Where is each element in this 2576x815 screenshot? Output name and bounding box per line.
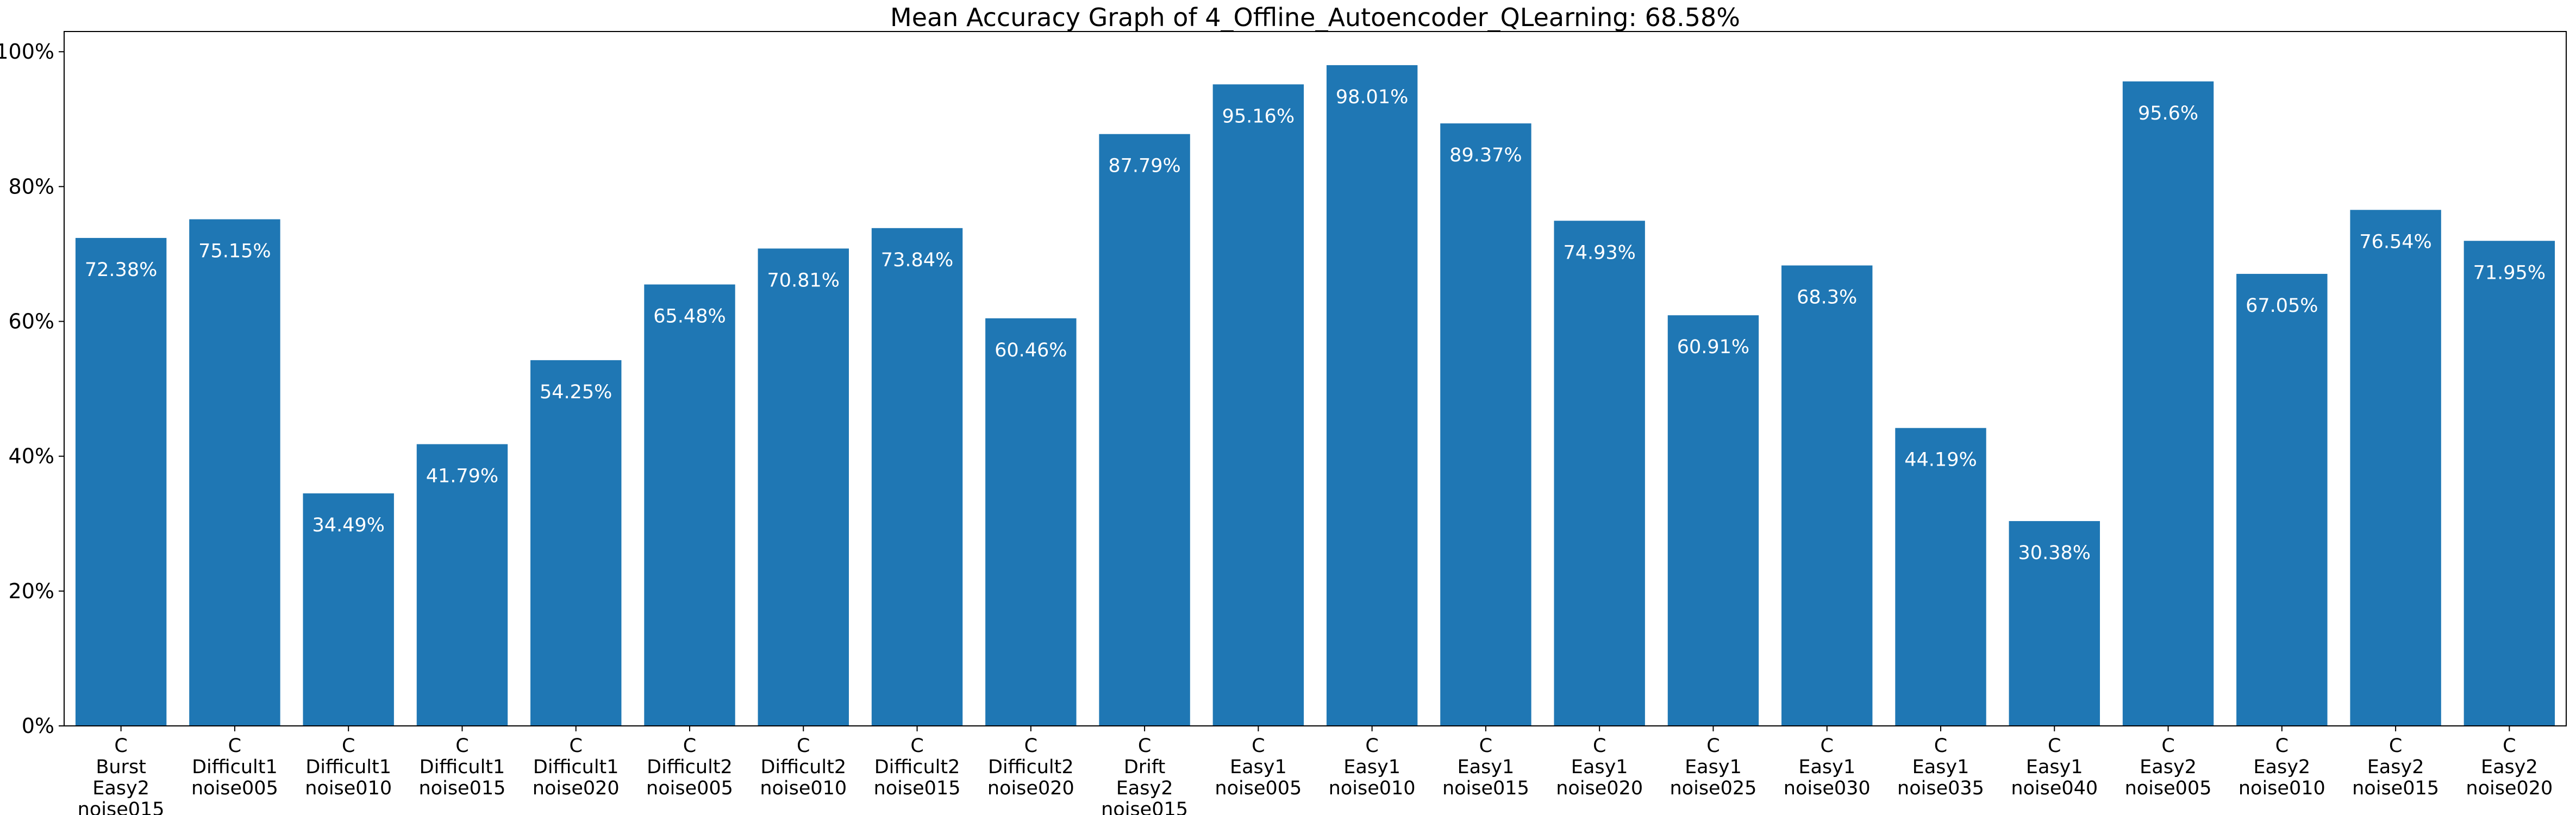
bar — [189, 219, 280, 726]
data-label: 44.19% — [1904, 449, 1977, 471]
bar — [1895, 428, 1986, 726]
x-tick-label: C Difficult2 noise015 — [874, 735, 961, 799]
x-tick-label: C Easy1 noise015 — [1442, 735, 1529, 799]
x-tick-label: C Drift Easy2 noise015 — [1101, 735, 1188, 815]
x-tick-label: C Easy2 noise015 — [2352, 735, 2439, 799]
x-tick-label: C Difficult1 noise005 — [191, 735, 278, 799]
data-label: 41.79% — [426, 465, 498, 487]
y-tick-label: 20% — [9, 579, 54, 603]
bar — [985, 318, 1077, 726]
chart-title: Mean Accuracy Graph of 4_Offline_Autoenc… — [890, 3, 1740, 32]
bar — [530, 360, 622, 726]
bar — [1667, 315, 1759, 726]
bars-layer — [75, 65, 2555, 726]
bar — [2464, 241, 2555, 726]
x-tick-label: C Easy1 noise020 — [1556, 735, 1643, 799]
data-label: 95.16% — [1222, 105, 1295, 127]
bar — [1440, 123, 1531, 726]
data-label: 98.01% — [1336, 86, 1408, 108]
x-tick-label: C Easy1 noise040 — [2011, 735, 2098, 799]
y-tick-label: 0% — [22, 714, 54, 738]
data-label: 65.48% — [653, 306, 726, 328]
x-tick-label: C Easy1 noise025 — [1670, 735, 1757, 799]
bar — [644, 284, 735, 726]
bar — [758, 248, 849, 726]
data-labels-layer: 72.38% 75.15% 34.49% 41.79% 54.25% 65.48% 70.8… — [85, 86, 2546, 564]
x-tick-label: C Difficult1 noise010 — [305, 735, 392, 799]
x-tick-label: C Difficult2 noise005 — [646, 735, 733, 799]
bar — [1554, 221, 1645, 726]
data-label: 76.54% — [2359, 231, 2431, 253]
bar — [2350, 210, 2441, 726]
data-label: 30.38% — [2018, 542, 2091, 564]
y-axis: 0% 20% 40% 60% 80% 100% — [0, 40, 64, 738]
data-label: 60.46% — [995, 340, 1067, 361]
x-tick-label: C Difficult1 noise015 — [419, 735, 506, 799]
bar — [1099, 134, 1190, 726]
x-tick-label: C Difficult2 noise010 — [760, 735, 847, 799]
x-tick-label: C Easy1 noise010 — [1329, 735, 1416, 799]
data-label: 75.15% — [198, 241, 271, 262]
data-label: 60.91% — [1677, 336, 1749, 358]
data-label: 54.25% — [540, 381, 612, 403]
data-label: 72.38% — [85, 259, 157, 281]
data-label: 87.79% — [1108, 155, 1180, 177]
data-label: 67.05% — [2246, 295, 2318, 317]
x-tick-label: C Easy1 noise005 — [1215, 735, 1302, 799]
y-tick-label: 100% — [0, 40, 54, 64]
data-label: 73.84% — [881, 249, 953, 271]
data-label: 95.6% — [2138, 103, 2198, 124]
bar — [2009, 521, 2100, 726]
data-label: 68.3% — [1797, 287, 1857, 309]
bar — [2122, 81, 2214, 726]
x-tick-label: C Easy2 noise010 — [2239, 735, 2325, 799]
data-label: 89.37% — [1449, 145, 1522, 166]
x-tick-label: C Easy1 noise030 — [1784, 735, 1871, 799]
x-tick-label: C Easy2 noise020 — [2466, 735, 2553, 799]
bar — [871, 228, 963, 726]
x-tick-label: C Difficult1 noise020 — [533, 735, 620, 799]
data-label: 74.93% — [1563, 242, 1635, 264]
y-tick-label: 40% — [9, 444, 54, 468]
bar — [303, 493, 394, 726]
plot-frame — [64, 31, 2567, 726]
y-tick-label: 60% — [9, 310, 54, 334]
x-tick-label: C Easy1 noise035 — [1897, 735, 1984, 799]
bar — [1781, 265, 1873, 726]
data-label: 34.49% — [312, 515, 384, 536]
x-tick-label: C Difficult2 noise020 — [987, 735, 1074, 799]
data-label: 70.81% — [767, 269, 840, 291]
bar — [1326, 65, 1418, 726]
bar — [75, 237, 167, 726]
data-label: 71.95% — [2473, 262, 2546, 284]
bar — [416, 444, 508, 726]
bar — [1212, 84, 1304, 726]
y-tick-label: 80% — [9, 174, 54, 198]
x-axis: C Burst Easy2 noise015 C Difficult1 noise005 C D… — [78, 726, 2553, 815]
x-tick-label: C Easy2 noise005 — [2125, 735, 2212, 799]
bar — [2236, 274, 2328, 726]
x-tick-label: C Burst Easy2 noise015 — [78, 735, 165, 815]
